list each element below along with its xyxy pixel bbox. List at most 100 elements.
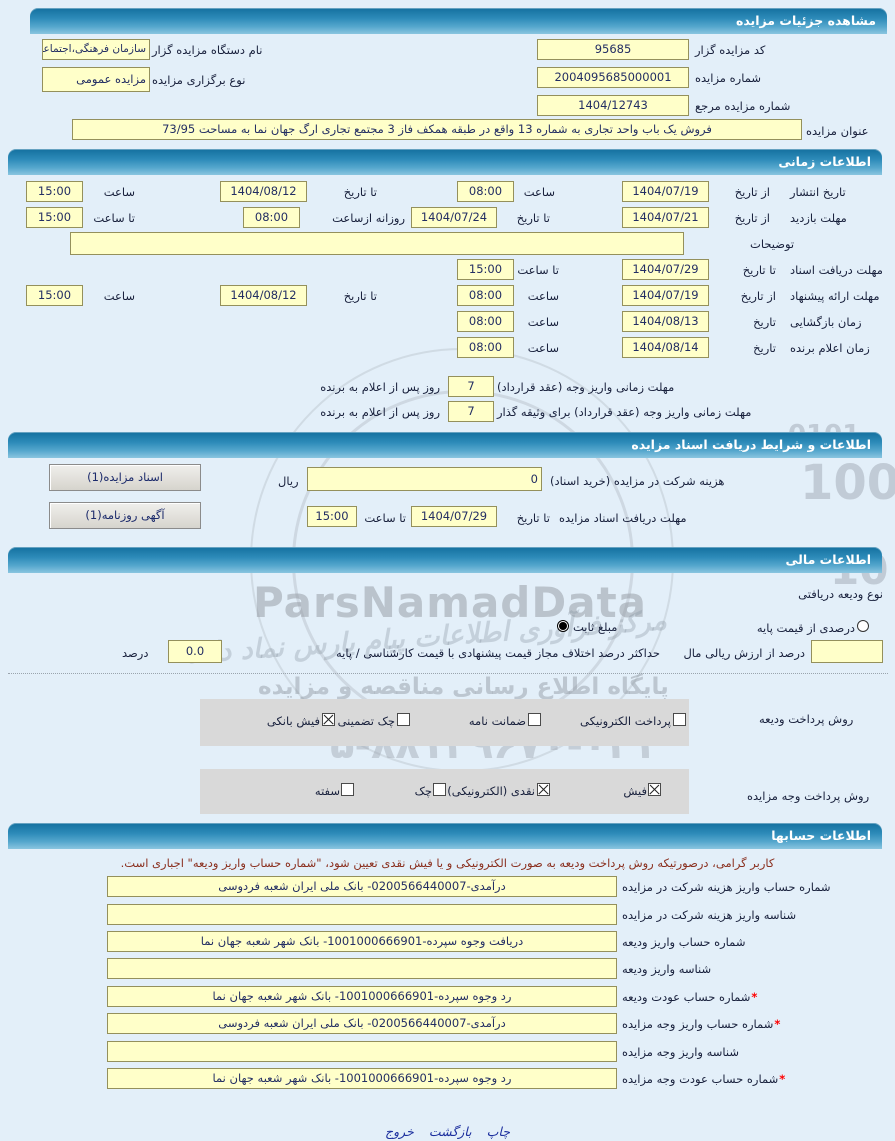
deposit-method-certified-check-checkbox[interactable] bbox=[397, 713, 410, 726]
org-name-field[interactable]: سازمان فرهنگی،اجتماعی و و bbox=[42, 39, 150, 60]
required-star: * bbox=[779, 1072, 786, 1086]
offer-to-time-field[interactable]: 15:00 bbox=[26, 285, 83, 306]
deposit-method-guarantee-label: ضمانت نامه bbox=[468, 714, 526, 728]
payment-method-slip-checkbox[interactable] bbox=[648, 783, 661, 796]
auction-documents-button[interactable]: اسناد مزایده(1) bbox=[49, 464, 201, 491]
description-field[interactable] bbox=[70, 232, 684, 255]
account-row-field[interactable]: رد وجوه سپرده-1001000666901- بانک شهر شع… bbox=[107, 1068, 617, 1089]
max-diff-unit: درصد bbox=[122, 646, 149, 660]
account-row-label: شناسه واریز هزینه شرکت در مزایده bbox=[622, 908, 797, 922]
deposit-deadline-days-field[interactable]: 7 bbox=[448, 376, 494, 397]
offer-to-date-field[interactable]: 1404/08/12 bbox=[220, 285, 307, 306]
visit-to-time-field[interactable]: 15:00 bbox=[26, 207, 83, 228]
offer-deadline-label: مهلت ارائه پیشنهاد bbox=[790, 289, 880, 303]
winner-date-field[interactable]: 1404/08/14 bbox=[622, 337, 709, 358]
account-row-field[interactable]: درآمدی-0200566440007- بانک ملی ایران شعب… bbox=[107, 1013, 617, 1034]
opening-time-label: زمان بازگشایی bbox=[790, 315, 862, 329]
doc-deadline-date-field[interactable]: 1404/07/29 bbox=[411, 506, 497, 527]
section-header-view-auction-details: مشاهده جزئیات مزایده bbox=[30, 8, 887, 34]
exit-link[interactable]: خروج bbox=[385, 1124, 414, 1139]
section-header-doc-conditions: اطلاعات و شرایط دریافت اسناد مزایده bbox=[8, 432, 882, 458]
section-header-accounts: اطلاعات حسابها bbox=[8, 823, 882, 849]
deposit-type-label: نوع ودیعه دریافتی bbox=[798, 587, 883, 601]
auctioneer-code-label: کد مزایده گزار bbox=[695, 43, 766, 57]
doc-receive-until-hour-label: تا ساعت bbox=[517, 263, 559, 277]
offer-from-date-field[interactable]: 1404/07/19 bbox=[622, 285, 709, 306]
participation-fee-label: هزینه شرکت در مزایده (خرید اسناد) bbox=[550, 474, 725, 488]
percent-of-base-radio[interactable] bbox=[857, 620, 869, 632]
section-header-financial: اطلاعات مالی bbox=[8, 547, 882, 573]
percent-of-value-field[interactable] bbox=[811, 640, 883, 663]
account-row-field[interactable]: دریافت وجوه سپرده-1001000666901- بانک شه… bbox=[107, 931, 617, 952]
account-row-field[interactable] bbox=[107, 958, 617, 979]
participation-fee-field[interactable]: 0 bbox=[307, 467, 542, 491]
publish-to-time-field[interactable]: 15:00 bbox=[26, 181, 83, 202]
publish-from-time-field[interactable]: 08:00 bbox=[457, 181, 514, 202]
fixed-amount-radio-label: مبلغ ثابت bbox=[573, 620, 618, 634]
deposit-deadline-label: مهلت زمانی واریز وجه (عقد قرارداد) bbox=[497, 380, 675, 394]
back-link[interactable]: بازگشت bbox=[428, 1124, 472, 1139]
auction-type-field[interactable]: مزایده عمومی bbox=[42, 67, 150, 92]
offer-hour-label-2: ساعت bbox=[103, 289, 135, 303]
deposit-method-guarantee-checkbox[interactable] bbox=[528, 713, 541, 726]
account-row-label: شماره حساب واریز هزینه شرکت در مزایده bbox=[622, 880, 831, 894]
doc-receive-to-date-field[interactable]: 1404/07/29 bbox=[622, 259, 709, 280]
account-row-label-text: شماره حساب عودت ودیعه bbox=[622, 990, 751, 1004]
doc-deadline-time-field[interactable]: 15:00 bbox=[307, 506, 357, 527]
opening-date-field[interactable]: 1404/08/13 bbox=[622, 311, 709, 332]
deposit-method-bank-slip-label: فیش بانکی bbox=[266, 714, 320, 728]
auction-number-field[interactable]: 2004095685000001 bbox=[537, 67, 689, 88]
reference-number-label: شماره مزایده مرجع bbox=[695, 99, 791, 113]
account-row-field[interactable] bbox=[107, 904, 617, 925]
max-diff-field[interactable]: 0.0 bbox=[168, 640, 222, 663]
account-row-label: *شماره حساب واریز وجه مزایده bbox=[622, 1016, 780, 1032]
auction-type-label: نوع برگزاری مزایده bbox=[152, 73, 246, 87]
publish-to-label: تا تاریخ bbox=[343, 185, 377, 199]
dotted-separator bbox=[8, 673, 888, 674]
doc-receive-to-time-field[interactable]: 15:00 bbox=[457, 259, 514, 280]
deposit-method-bank-slip-checkbox[interactable] bbox=[322, 713, 335, 726]
winner-announce-label: زمان اعلام برنده bbox=[790, 341, 870, 355]
watermark-digits-2: 1001 bbox=[800, 455, 895, 511]
doc-deadline-until-label: تا ساعت bbox=[364, 511, 406, 525]
reference-number-field[interactable]: 1404/12743 bbox=[537, 95, 689, 116]
payment-method-promissory-checkbox[interactable] bbox=[341, 783, 354, 796]
print-link[interactable]: چاپ bbox=[486, 1124, 510, 1139]
percent-of-base-radio-label: درصدی از قیمت پایه bbox=[756, 621, 855, 635]
auction-number-label: شماره مزایده bbox=[695, 71, 761, 85]
payment-method-cash-checkbox[interactable] bbox=[537, 783, 550, 796]
deposit-deadline-suffix: روز پس از اعلام به برنده bbox=[320, 380, 440, 394]
watermark-brand: ParsNamadData bbox=[253, 578, 647, 627]
visit-until-hour-label: تا ساعت bbox=[93, 211, 135, 225]
fixed-amount-radio[interactable] bbox=[557, 620, 569, 632]
account-row-label-text: شماره حساب عودت وجه مزایده bbox=[622, 1072, 779, 1086]
account-row-label: شماره حساب واریز ودیعه bbox=[622, 935, 746, 949]
deposit-deadline-guarantor-days-field[interactable]: 7 bbox=[448, 401, 494, 422]
publish-hour-label-2: ساعت bbox=[103, 185, 135, 199]
footer-links: چاپ بازگشت خروج bbox=[0, 1121, 895, 1140]
account-row-field[interactable] bbox=[107, 1041, 617, 1062]
publish-to-date-field[interactable]: 1404/08/12 bbox=[220, 181, 307, 202]
deposit-method-epay-checkbox[interactable] bbox=[673, 713, 686, 726]
newspaper-ad-button[interactable]: آگهی روزنامه(1) bbox=[49, 502, 201, 529]
visit-to-date-field[interactable]: 1404/07/24 bbox=[411, 207, 497, 228]
opening-time-field[interactable]: 08:00 bbox=[457, 311, 514, 332]
payment-method-promissory-label: سفته bbox=[314, 784, 340, 798]
winner-time-field[interactable]: 08:00 bbox=[457, 337, 514, 358]
opening-date-label: تاریخ bbox=[753, 315, 776, 329]
auctioneer-code-field[interactable]: 95685 bbox=[537, 39, 689, 60]
offer-from-time-field[interactable]: 08:00 bbox=[457, 285, 514, 306]
auction-title-field[interactable]: فروش یک باب واحد تجاری به شماره 13 واقع … bbox=[72, 119, 802, 140]
publish-from-label: از تاریخ bbox=[734, 185, 770, 199]
publish-from-date-field[interactable]: 1404/07/19 bbox=[622, 181, 709, 202]
visit-from-time-field[interactable]: 08:00 bbox=[243, 207, 300, 228]
account-row-field[interactable]: درآمدی-0200566440007- بانک ملی ایران شعب… bbox=[107, 876, 617, 897]
account-row-label: شناسه واریز ودیعه bbox=[622, 962, 712, 976]
deposit-deadline-guarantor-label: مهلت زمانی واریز وجه (عقد قرارداد) برای … bbox=[497, 405, 752, 419]
deposit-method-certified-check-label: چک تضمینی bbox=[337, 714, 395, 728]
visit-from-date-field[interactable]: 1404/07/21 bbox=[622, 207, 709, 228]
doc-receive-to-label: تا تاریخ bbox=[742, 263, 776, 277]
account-row-field[interactable]: رد وجوه سپرده-1001000666901- بانک شهر شع… bbox=[107, 986, 617, 1007]
payment-method-check-checkbox[interactable] bbox=[433, 783, 446, 796]
description-label: توضیحات bbox=[750, 237, 795, 251]
